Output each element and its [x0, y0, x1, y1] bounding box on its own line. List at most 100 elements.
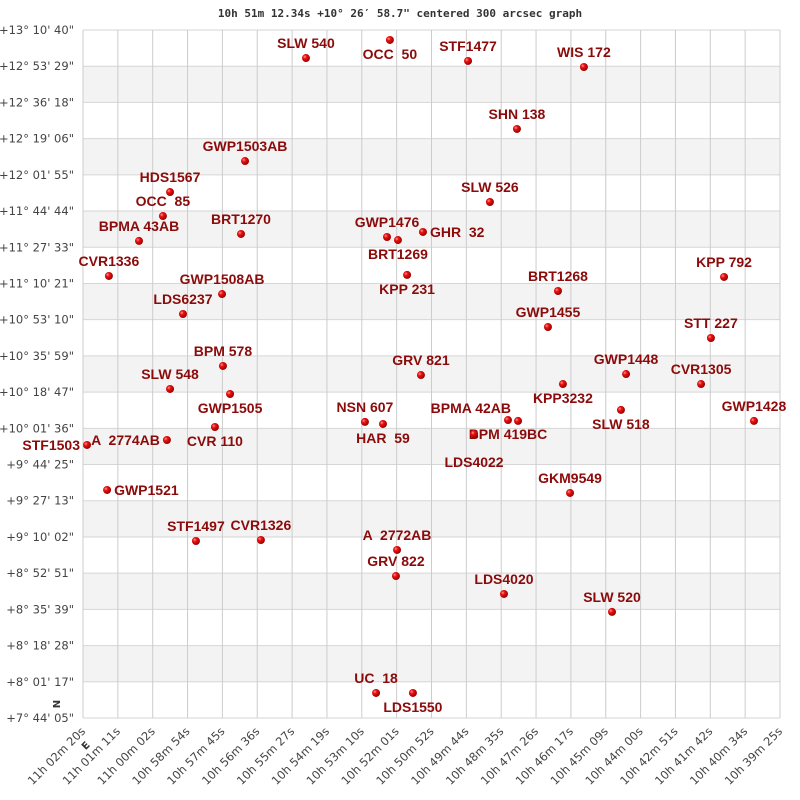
star-marker[interactable] [378, 419, 387, 428]
star-marker[interactable] [499, 589, 508, 598]
star-marker[interactable] [503, 416, 512, 425]
star-point[interactable]: OCC 50 [363, 35, 418, 62]
star-point[interactable]: OCC 85 [136, 193, 191, 221]
star-point[interactable]: GWP1428 [722, 398, 787, 425]
star-point[interactable]: A 2772AB [363, 527, 432, 554]
star-point[interactable]: BPM 419BC [469, 416, 548, 442]
star-marker[interactable] [418, 227, 427, 236]
star-point[interactable]: GWP1508AB [180, 271, 265, 299]
star-point[interactable]: KPP 792 [696, 254, 752, 281]
star-point[interactable]: SLW 520 [583, 589, 641, 616]
star-marker[interactable] [393, 545, 402, 554]
star-marker[interactable] [616, 405, 625, 414]
star-point[interactable]: LDS4020 [474, 571, 534, 598]
star-point[interactable]: LDS6237 [153, 291, 213, 318]
star-marker[interactable] [82, 440, 91, 449]
star-point[interactable]: GHR 32 [418, 224, 485, 240]
star-point[interactable]: HAR 59 [356, 419, 410, 446]
star-point[interactable]: GWP1521 [103, 482, 179, 498]
star-point[interactable]: SLW 526 [461, 179, 519, 207]
star-point[interactable]: BRT1270 [211, 211, 271, 238]
star-marker[interactable] [720, 272, 729, 281]
star-point[interactable]: WIS 172 [557, 44, 611, 72]
star-point[interactable]: BPMA 42AB [431, 400, 523, 425]
star-marker[interactable] [135, 236, 144, 245]
star-point[interactable]: BPM 578 [194, 343, 253, 370]
star-point[interactable]: GWP1505 [198, 390, 263, 416]
star-point[interactable]: CVR1336 [79, 253, 140, 280]
star-marker[interactable] [237, 229, 246, 238]
star-point[interactable]: BRT1268 [528, 268, 588, 295]
star-marker[interactable] [218, 290, 227, 299]
star-point[interactable]: STF1477 [439, 38, 497, 65]
star-marker[interactable] [158, 212, 167, 221]
star-point[interactable]: GWP1503AB [203, 138, 288, 166]
star-marker[interactable] [103, 485, 112, 494]
star-marker[interactable] [416, 371, 425, 380]
star-point[interactable]: GRV 821 [392, 352, 450, 380]
star-marker[interactable] [512, 124, 521, 133]
star-point[interactable]: UC 18 [354, 670, 398, 697]
star-marker[interactable] [385, 35, 394, 44]
star-point[interactable]: BPMA 43AB [99, 218, 179, 245]
star-marker[interactable] [218, 361, 227, 370]
star-label: CVR1326 [231, 517, 292, 533]
star-point[interactable]: BRT1269 [368, 236, 428, 262]
star-point[interactable]: NSN 607 [337, 399, 394, 426]
star-marker[interactable] [104, 271, 113, 280]
star-point[interactable]: GKM9549 [538, 470, 602, 497]
star-marker[interactable] [191, 537, 200, 546]
star-marker[interactable] [608, 607, 617, 616]
star-marker[interactable] [485, 198, 494, 207]
star-marker[interactable] [256, 535, 265, 544]
star-point[interactable]: CVR 110 [187, 422, 243, 449]
star-marker[interactable] [464, 56, 473, 65]
star-point[interactable]: SLW 540 [277, 35, 335, 63]
star-point[interactable]: STF1503 [22, 437, 91, 453]
star-marker[interactable] [372, 688, 381, 697]
star-marker[interactable] [558, 380, 567, 389]
star-marker[interactable] [162, 436, 171, 445]
star-point[interactable]: STF1497 [167, 518, 225, 546]
star-marker[interactable] [360, 417, 369, 426]
star-point[interactable]: LDS4022 [444, 429, 504, 470]
star-point[interactable]: SLW 548 [141, 366, 199, 393]
star-marker[interactable] [706, 334, 715, 343]
star-marker[interactable] [226, 390, 235, 399]
star-point[interactable]: GWP1448 [594, 351, 659, 379]
star-point[interactable]: SLW 518 [592, 405, 650, 432]
star-marker[interactable] [166, 384, 175, 393]
star-point[interactable]: GWP1455 [516, 304, 581, 332]
star-marker[interactable] [553, 286, 562, 295]
star-point[interactable]: CVR1305 [671, 361, 732, 389]
star-point[interactable]: HDS1567 [140, 169, 201, 197]
star-point[interactable]: GWP1476 [355, 214, 420, 242]
star-point[interactable]: GRV 822 [367, 553, 425, 581]
star-marker[interactable] [301, 54, 310, 63]
star-marker[interactable] [579, 63, 588, 72]
y-tick-label: +12° 36' 18" [0, 95, 74, 109]
star-marker[interactable] [210, 422, 219, 431]
star-point[interactable]: KPP3232 [533, 380, 593, 406]
star-point[interactable]: A 2774AB [91, 432, 171, 448]
star-point[interactable]: LDS1550 [383, 688, 443, 715]
star-marker[interactable] [697, 380, 706, 389]
star-marker[interactable] [178, 309, 187, 318]
star-marker[interactable] [391, 572, 400, 581]
star-marker[interactable] [393, 236, 402, 245]
star-marker[interactable] [166, 188, 175, 197]
star-marker[interactable] [543, 323, 552, 332]
star-point[interactable]: STT 227 [684, 315, 738, 343]
star-marker[interactable] [241, 157, 250, 166]
star-marker[interactable] [383, 233, 392, 242]
star-marker[interactable] [403, 270, 412, 279]
star-marker[interactable] [622, 370, 631, 379]
star-marker[interactable] [514, 416, 523, 425]
star-point[interactable]: KPP 231 [379, 270, 435, 297]
star-point[interactable]: SHN 138 [489, 106, 546, 133]
star-marker[interactable] [566, 488, 575, 497]
star-marker[interactable] [470, 429, 479, 438]
star-marker[interactable] [408, 688, 417, 697]
star-point[interactable]: CVR1326 [231, 517, 292, 544]
star-marker[interactable] [749, 416, 758, 425]
